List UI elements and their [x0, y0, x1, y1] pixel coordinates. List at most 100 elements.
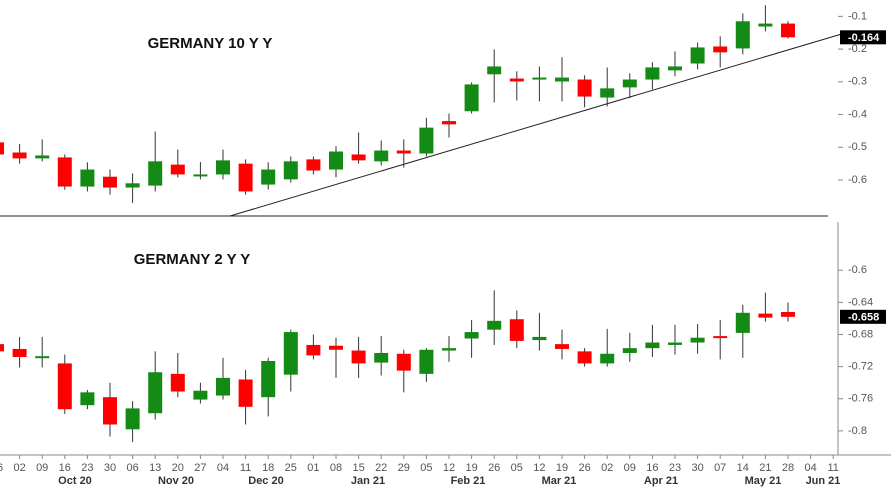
- candle-body: [509, 78, 524, 82]
- last-value-label: -0.658: [848, 312, 879, 324]
- candle-body: [148, 372, 163, 414]
- candle-body: [758, 23, 773, 27]
- candle-body: [442, 121, 456, 125]
- candle-body: [555, 77, 569, 82]
- x-tick-label: 16: [646, 462, 658, 474]
- candle-body: [80, 392, 95, 406]
- candle-body: [216, 377, 230, 396]
- y-tick-label: -0.5: [848, 141, 867, 153]
- candle-body: [532, 336, 547, 341]
- candle-body: [261, 169, 276, 185]
- candle-body: [374, 352, 389, 363]
- x-tick-label: 14: [737, 462, 749, 474]
- x-tick-label: 21: [759, 462, 771, 474]
- candle-body: [193, 174, 208, 177]
- candle-body: [0, 142, 4, 155]
- chart-title: GERMANY 10 Y Y: [148, 35, 273, 52]
- month-label: Jun 21: [806, 475, 841, 487]
- month-label: Nov 20: [158, 475, 194, 487]
- candle-body: [690, 337, 705, 343]
- candle-body: [0, 344, 4, 352]
- last-value-label: -0.164: [848, 32, 880, 44]
- x-tick-label: 09: [624, 462, 636, 474]
- candle-body: [509, 319, 524, 341]
- candle-body: [735, 312, 750, 333]
- x-tick-label: 04: [217, 462, 229, 474]
- candle-body: [125, 183, 140, 188]
- x-tick-label: 07: [714, 462, 726, 474]
- x-tick-label: 05: [511, 462, 523, 474]
- month-label: Jan 21: [351, 475, 385, 487]
- x-tick-label: 11: [827, 462, 838, 474]
- candle-body: [35, 155, 50, 159]
- candle-body: [600, 353, 615, 364]
- y-tick-label: -0.8: [848, 425, 867, 437]
- candle-body: [487, 66, 502, 75]
- month-label: Dec 20: [248, 475, 283, 487]
- x-tick-label: 26: [578, 462, 590, 474]
- candle-body: [57, 363, 72, 410]
- candle-body: [577, 351, 592, 364]
- candle-body: [622, 79, 637, 88]
- candle-body: [645, 342, 660, 349]
- y-tick-label: -0.76: [848, 393, 873, 405]
- x-tick-label: 12: [533, 462, 545, 474]
- candle-body: [781, 311, 795, 317]
- x-tick-label: 20: [172, 462, 184, 474]
- y-tick-label: -0.1: [848, 10, 867, 22]
- month-label: Apr 21: [644, 475, 678, 487]
- candle-body: [283, 332, 298, 375]
- x-tick-label: 28: [782, 462, 794, 474]
- candle-body: [329, 151, 343, 170]
- candle-body: [690, 47, 705, 64]
- candle-body: [170, 373, 185, 392]
- x-tick-label: 27: [194, 462, 206, 474]
- candle-body: [464, 332, 479, 339]
- candle-body: [396, 150, 411, 154]
- y-tick-label: -0.4: [848, 108, 867, 120]
- y-tick-label: -0.3: [848, 76, 867, 88]
- candle-body: [735, 21, 750, 49]
- x-tick-label: 22: [375, 462, 387, 474]
- month-label: Feb 21: [451, 475, 486, 487]
- candle-body: [781, 23, 795, 38]
- last-value-tag: [840, 30, 886, 45]
- candle-body: [306, 159, 321, 171]
- candle-body: [713, 46, 728, 53]
- month-label: Mar 21: [542, 475, 577, 487]
- candle-body: [103, 176, 117, 188]
- candle-body: [103, 397, 117, 425]
- candle-body: [464, 84, 479, 112]
- month-label: May 21: [745, 475, 782, 487]
- candle-body: [577, 79, 592, 97]
- x-tick-label: 18: [262, 462, 274, 474]
- y-tick-label: -0.6: [848, 264, 867, 276]
- candle-body: [238, 163, 253, 192]
- chart-title: GERMANY 2 Y Y: [134, 251, 250, 268]
- x-tick-label: 19: [465, 462, 477, 474]
- x-tick-label: 23: [669, 462, 681, 474]
- candle-body: [283, 161, 298, 180]
- y-tick-label: -0.2: [848, 43, 867, 55]
- candle-body: [261, 361, 276, 398]
- candle-body: [57, 157, 72, 187]
- candle-body: [555, 344, 569, 349]
- candle-body: [35, 356, 50, 359]
- x-tick-label: 26: [488, 462, 500, 474]
- candle-body: [668, 342, 682, 345]
- candle-body: [758, 313, 773, 318]
- candle-body: [125, 408, 140, 430]
- candle-body: [487, 320, 502, 330]
- x-tick-label: 29: [398, 462, 410, 474]
- x-tick-label: 11: [240, 462, 251, 474]
- x-tick-label: 16: [59, 462, 71, 474]
- candle-body: [668, 66, 682, 71]
- x-tick-label: 06: [126, 462, 138, 474]
- x-tick-label: 12: [443, 462, 455, 474]
- x-tick-label: 15: [352, 462, 364, 474]
- y-tick-label: -0.6: [848, 174, 867, 186]
- candle-body: [216, 160, 230, 175]
- candle-body: [622, 348, 637, 353]
- candle-body: [329, 345, 343, 350]
